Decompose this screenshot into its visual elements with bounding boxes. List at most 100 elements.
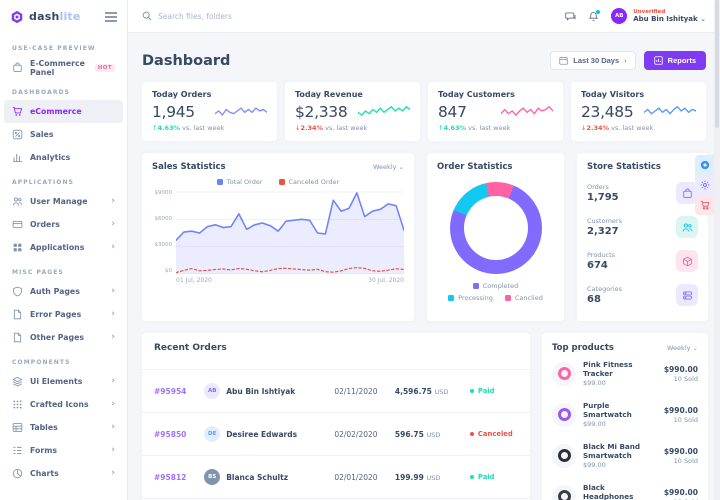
purchase-button[interactable] [695,195,714,215]
stat-card: Today Visitors 23,485 ↓2.34% vs. last we… [571,82,706,141]
notifications-bell-icon[interactable] [588,9,601,22]
order-amount: 199.99 USD [394,472,441,482]
hot-badge: HOT [94,63,115,72]
product-total: $990.00 [663,487,698,497]
sidebar-item-icon [12,286,23,297]
stat-card-title: Today Revenue [295,90,363,99]
store-stat-icon [676,216,698,238]
brand-name: dashlite [29,10,81,23]
status-dot-icon [469,475,474,479]
search-bar[interactable] [142,11,278,21]
sidebar-item[interactable]: Analytics [0,146,127,169]
store-stat-label: Categories [587,285,623,293]
product-list-item[interactable]: Black Mi Band Smartwatch $99.00 $990.00 … [552,435,698,476]
store-stat-value: 2,327 [587,226,619,237]
sidebar-item[interactable]: Error Pages › [0,303,127,326]
chevron-right-icon: › [624,56,627,65]
customer-avatar: DE [204,426,221,442]
sidebar-item-icon [12,242,23,253]
order-id-link[interactable]: #95954 [154,386,187,396]
sidebar-item[interactable]: eCommerce [4,100,123,123]
sales-period-dropdown[interactable]: Weekly ⌄ [373,163,404,171]
sidebar-item[interactable]: Sales [0,123,127,146]
product-total: $990.00 [663,446,698,456]
stat-card: Today Orders 1,945 ↑4.63% vs. last week [142,82,277,141]
sidebar-item[interactable]: Tables › [0,416,127,439]
chevron-down-icon: ⌄ [700,15,706,23]
sidebar-item-icon [12,219,23,230]
sidebar: dashlite Use-Case Preview E-Commerce Pan… [0,0,128,500]
sidebar-item[interactable]: Applications › [0,236,127,259]
sidebar-item[interactable]: Orders › [0,213,127,236]
sparkline-chart [358,106,410,116]
order-id-link[interactable]: #95850 [154,429,187,439]
sidebar-section-label: Use-Case Preview [12,45,96,52]
cart-icon [700,200,709,210]
sidebar-item-label: Applications [30,243,85,252]
status-badge: Paid [469,473,530,481]
top-products-period-dropdown[interactable]: Weekly ⌄ [667,344,698,352]
stat-card-delta: ↑4.63% vs. last week [152,124,225,132]
table-row[interactable]: #95256 NLNaomi Lawrence 01/29/2020 1099.… [142,498,530,500]
report-icon [653,56,663,65]
table-row[interactable]: #95850 DE Desiree Edwards 02/02/2020 596.… [142,412,530,456]
sidebar-item[interactable]: User Manage › [0,190,127,213]
stat-card-value: 1,945 [152,103,195,121]
product-name: Black Headphones [583,483,634,500]
sparkline-chart [215,107,267,116]
store-stat-icon [676,182,698,204]
table-row[interactable]: #95954 AB Abu Bin Ishtiyak 02/11/2020 4,5… [142,369,530,413]
recent-orders-table: #95954 AB Abu Bin Ishtiyak 02/11/2020 4,5… [142,359,530,500]
sidebar-item[interactable]: Crafted Icons › [0,393,127,416]
user-menu[interactable]: AB Unverified Abu Bin Ishityak ⌄ [611,8,706,24]
date-range-button[interactable]: Last 30 Days › [550,51,636,70]
product-list-item[interactable]: Pink Fitness Tracker $99.00 $990.00 10 S… [552,353,698,394]
page-scrollbar[interactable] [714,0,720,500]
product-thumbnail [552,443,576,468]
sidebar-item[interactable]: Ui Elements › [0,370,127,393]
order-id-link[interactable]: #95812 [154,472,187,482]
table-row[interactable]: #95812 BS Blanca Schultz 02/01/2020 199.9… [142,455,530,499]
sidebar-item[interactable]: Forms › [0,439,127,462]
scrollbar-thumb[interactable] [715,0,719,128]
reports-button[interactable]: Reports [643,51,706,70]
sidebar-item[interactable]: E-Commerce Panel HOT [0,56,127,79]
user-name: Abu Bin Ishityak ⌄ [633,15,706,23]
product-total: $990.00 [663,364,698,374]
stat-card-title: Today Customers [438,90,515,99]
order-statistics-legend: Completed Processing Canclied [437,282,554,302]
sidebar-item-label: Other Pages [30,333,85,342]
legend-swatch-completed [472,283,479,289]
brand-logo-icon [11,10,23,23]
sidebar-section-label: Applications [12,179,75,186]
sidebar-item-icon [12,129,23,140]
customer-avatar: AB [204,383,221,399]
sidebar-item[interactable]: Charts › [0,462,127,485]
product-list-item[interactable]: Purple Smartwatch $99.00 $990.00 10 Sold [552,394,698,435]
info-button[interactable] [695,155,714,175]
sidebar-item-label: Auth Pages [30,287,80,296]
floating-settings-widget [695,155,714,215]
sidebar-item[interactable]: Auth Pages › [0,280,127,303]
settings-button[interactable] [695,175,714,195]
sidebar-item-label: Tables [30,423,58,432]
chevron-right-icon: › [111,219,115,229]
sidebar-item[interactable]: Other Pages › [0,326,127,349]
sidebar-section: Components Ui Elements › Crafted Icons ›… [0,349,127,485]
sidebar-item-icon [12,468,23,479]
sidebar-item-label: Analytics [30,153,71,162]
search-input[interactable] [158,11,278,21]
legend-swatch-total-order [216,179,223,185]
table-column-header [395,359,470,370]
chat-icon[interactable] [565,11,576,22]
store-stat-value: 1,795 [587,192,619,203]
order-amount: 4,596.75 USD [394,386,449,396]
stat-card-value: 23,485 [581,103,634,121]
product-name: Pink Fitness Tracker [583,360,633,378]
menu-toggle-icon[interactable] [105,7,117,26]
product-list-item[interactable]: Black Headphones $99.00 $990.00 10 Sold [552,476,698,500]
brand-name-light: lite [59,10,81,23]
sales-legend: Total Order Canceled Order [152,178,404,186]
stat-card-title: Today Visitors [581,90,645,99]
stat-card-delta: ↓2.34% vs. last week [581,124,654,132]
